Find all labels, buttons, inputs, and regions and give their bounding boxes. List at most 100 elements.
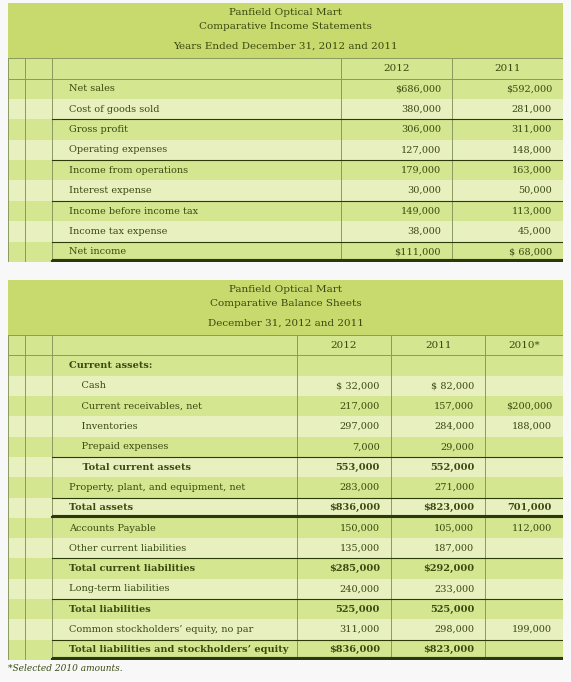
Text: 298,000: 298,000: [434, 625, 474, 634]
Bar: [8, 140, 563, 160]
Bar: [8, 78, 563, 99]
Bar: [8, 518, 563, 538]
Text: 30,000: 30,000: [407, 186, 441, 195]
Text: Income tax expense: Income tax expense: [69, 227, 167, 236]
Text: 217,000: 217,000: [340, 402, 380, 411]
Text: $836,000: $836,000: [329, 503, 380, 512]
Text: $592,000: $592,000: [506, 85, 552, 93]
Bar: [8, 599, 563, 619]
Bar: [8, 538, 563, 559]
Text: 148,000: 148,000: [512, 145, 552, 154]
Text: Other current liabilities: Other current liabilities: [69, 544, 186, 553]
Text: *Selected 2010 amounts.: *Selected 2010 amounts.: [8, 664, 123, 673]
Text: Comparative Balance Sheets: Comparative Balance Sheets: [210, 299, 361, 308]
Text: Panfield Optical Mart: Panfield Optical Mart: [229, 285, 342, 295]
Text: $823,000: $823,000: [423, 503, 474, 512]
Text: Common stockholders’ equity, no par: Common stockholders’ equity, no par: [69, 625, 254, 634]
Text: Income from operations: Income from operations: [69, 166, 188, 175]
Bar: [8, 619, 563, 640]
Text: Comparative Income Statements: Comparative Income Statements: [199, 23, 372, 31]
Text: 311,000: 311,000: [512, 125, 552, 134]
Bar: [8, 416, 563, 436]
Bar: [8, 221, 563, 241]
Text: 297,000: 297,000: [340, 422, 380, 431]
Text: Operating expenses: Operating expenses: [69, 145, 167, 154]
Bar: [8, 498, 563, 518]
Text: 281,000: 281,000: [512, 105, 552, 114]
Text: 525,000: 525,000: [336, 605, 380, 614]
Text: 45,000: 45,000: [518, 227, 552, 236]
Text: $111,000: $111,000: [395, 247, 441, 256]
Text: $836,000: $836,000: [329, 645, 380, 654]
Text: 311,000: 311,000: [340, 625, 380, 634]
Text: $200,000: $200,000: [506, 402, 552, 411]
Text: 38,000: 38,000: [407, 227, 441, 236]
Text: 112,000: 112,000: [512, 524, 552, 533]
Text: 188,000: 188,000: [512, 422, 552, 431]
Text: December 31, 2012 and 2011: December 31, 2012 and 2011: [208, 318, 363, 327]
Text: Net sales: Net sales: [69, 85, 115, 93]
Text: Panfield Optical Mart: Panfield Optical Mart: [229, 8, 342, 18]
Text: 113,000: 113,000: [512, 207, 552, 216]
Text: 701,000: 701,000: [508, 503, 552, 512]
Bar: [8, 181, 563, 201]
Bar: [8, 99, 563, 119]
Bar: [8, 3, 563, 59]
Text: $ 82,000: $ 82,000: [431, 381, 474, 390]
Text: 150,000: 150,000: [340, 524, 380, 533]
Text: 2012: 2012: [383, 64, 410, 73]
Text: 2012: 2012: [331, 341, 357, 350]
Text: 163,000: 163,000: [512, 166, 552, 175]
Text: 552,000: 552,000: [430, 462, 474, 472]
Text: Total liabilities: Total liabilities: [69, 605, 151, 614]
Bar: [8, 640, 563, 660]
Text: Accounts Payable: Accounts Payable: [69, 524, 156, 533]
Text: 283,000: 283,000: [340, 483, 380, 492]
Text: 199,000: 199,000: [512, 625, 552, 634]
Text: Inventories: Inventories: [69, 422, 138, 431]
Text: 380,000: 380,000: [401, 105, 441, 114]
Bar: [8, 436, 563, 457]
Text: Years Ended December 31, 2012 and 2011: Years Ended December 31, 2012 and 2011: [173, 42, 398, 50]
Text: 149,000: 149,000: [401, 207, 441, 216]
Text: Long-term liabilities: Long-term liabilities: [69, 584, 170, 593]
Text: 135,000: 135,000: [340, 544, 380, 553]
Bar: [8, 355, 563, 376]
Bar: [8, 335, 563, 355]
Text: Gross profit: Gross profit: [69, 125, 128, 134]
Text: 2011: 2011: [425, 341, 451, 350]
Bar: [8, 59, 563, 78]
Text: $285,000: $285,000: [329, 564, 380, 573]
Bar: [8, 579, 563, 599]
Text: Total current assets: Total current assets: [69, 462, 191, 472]
Bar: [8, 201, 563, 221]
Text: Property, plant, and equipment, net: Property, plant, and equipment, net: [69, 483, 246, 492]
Text: 29,000: 29,000: [440, 443, 474, 451]
Bar: [8, 477, 563, 498]
Text: Net income: Net income: [69, 247, 126, 256]
Text: 7,000: 7,000: [352, 443, 380, 451]
Text: 306,000: 306,000: [401, 125, 441, 134]
Text: 553,000: 553,000: [336, 462, 380, 472]
Bar: [8, 280, 563, 335]
Bar: [8, 241, 563, 262]
Bar: [8, 119, 563, 140]
Text: 105,000: 105,000: [434, 524, 474, 533]
Text: 240,000: 240,000: [340, 584, 380, 593]
Text: Cash: Cash: [69, 381, 106, 390]
Bar: [8, 160, 563, 181]
Text: Interest expense: Interest expense: [69, 186, 152, 195]
Text: 187,000: 187,000: [434, 544, 474, 553]
Text: 179,000: 179,000: [401, 166, 441, 175]
Text: Cost of goods sold: Cost of goods sold: [69, 105, 159, 114]
Text: 271,000: 271,000: [434, 483, 474, 492]
Text: $292,000: $292,000: [423, 564, 474, 573]
Text: 50,000: 50,000: [518, 186, 552, 195]
Text: 2010*: 2010*: [508, 341, 540, 350]
Bar: [8, 457, 563, 477]
Text: Total current liabilities: Total current liabilities: [69, 564, 195, 573]
Bar: [8, 559, 563, 579]
Text: 233,000: 233,000: [434, 584, 474, 593]
Bar: [8, 376, 563, 396]
Text: Current receivables, net: Current receivables, net: [69, 402, 202, 411]
